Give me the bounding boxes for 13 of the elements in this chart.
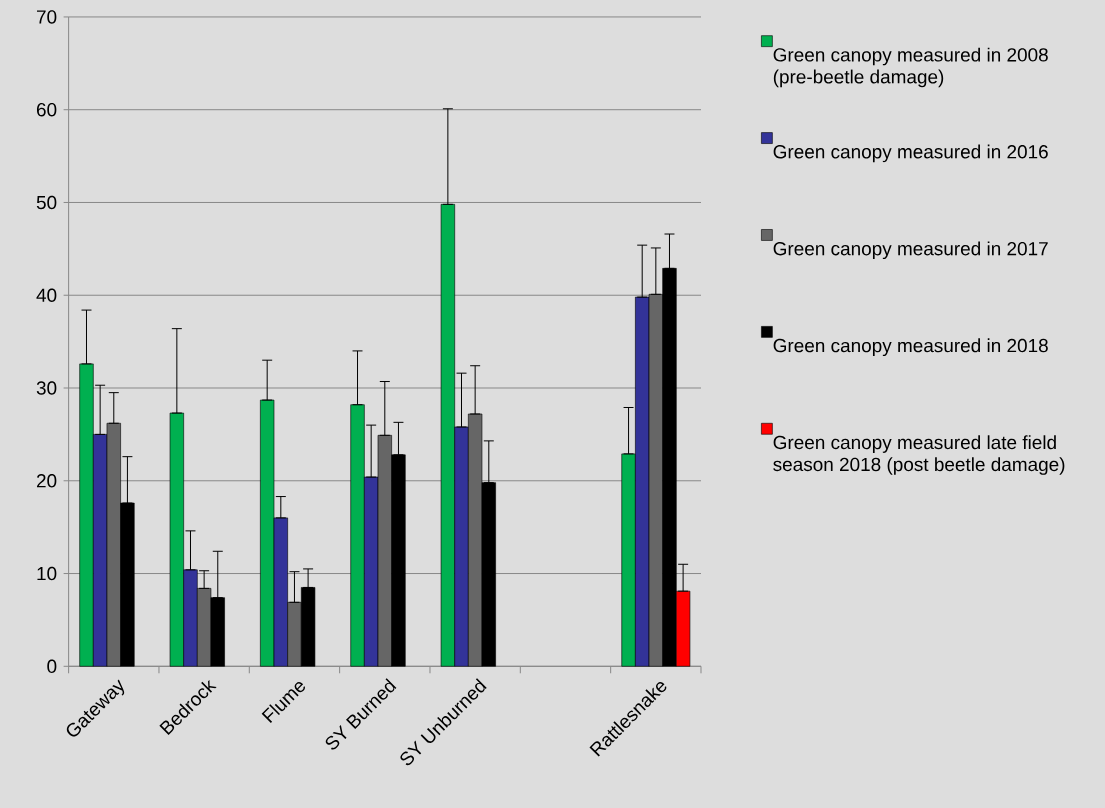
- legend-label: Green canopy measured late field season 2018 (post beetle damage): [773, 435, 1065, 475]
- legend-label: Green canopy measured in 2018: [773, 338, 1048, 357]
- y-tick-label: 20: [36, 474, 57, 488]
- y-tick-label: 0: [47, 659, 57, 674]
- y-tick-label: 50: [36, 195, 57, 210]
- y-tick-label: 10: [37, 566, 57, 581]
- y-tick-label: 30: [36, 381, 57, 395]
- y-tick-label: 40: [36, 288, 57, 302]
- y-tick-label: 70: [37, 10, 57, 24]
- legend-label: Green canopy measured in 2017: [773, 241, 1048, 260]
- legend-label: Green canopy measured in 2008 (pre-beetle damage): [773, 47, 1048, 88]
- legend-label: Green canopy measured in 2016: [773, 144, 1048, 163]
- y-tick-label: 60: [36, 103, 57, 117]
